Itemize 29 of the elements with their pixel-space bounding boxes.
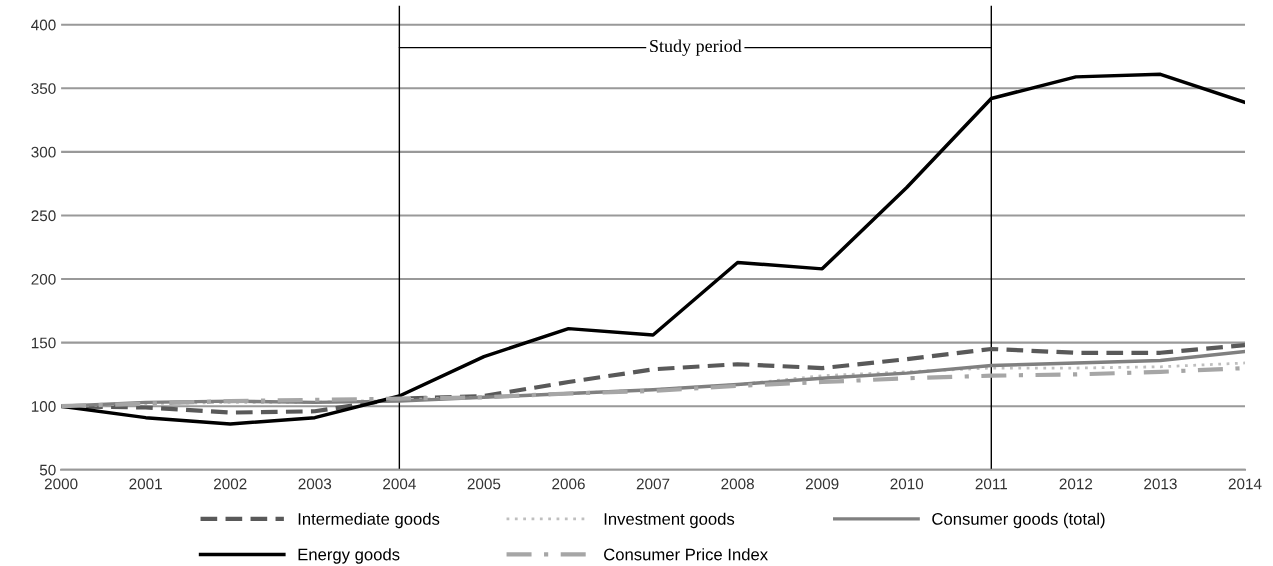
- y-tick-label: 200: [31, 273, 56, 285]
- legend-label: Energy goods: [298, 548, 400, 564]
- x-tick-label: 2007: [636, 478, 670, 490]
- x-tick-label: 2008: [721, 478, 754, 490]
- legend-label: Consumer Price Index: [604, 548, 768, 561]
- x-tick-label: 2011: [975, 478, 1007, 490]
- y-tick-label: 250: [31, 210, 56, 222]
- y-tick-label: 50: [39, 464, 56, 476]
- x-tick-label: 2002: [214, 478, 247, 490]
- x-tick-label: 2005: [467, 478, 501, 490]
- x-tick-label: 2010: [890, 478, 924, 490]
- y-tick-label: 300: [31, 146, 56, 158]
- x-tick-label: 2013: [1144, 478, 1177, 490]
- y-tick-label: 350: [31, 83, 56, 94]
- x-tick-label: 2014: [1228, 478, 1262, 490]
- x-tick-label: 2012: [1059, 478, 1093, 490]
- legend-label: Consumer goods (total): [932, 512, 1105, 529]
- legend-label: Intermediate goods: [298, 512, 440, 529]
- annotation: Study period: [650, 39, 742, 56]
- x-tick-label: 2009: [805, 478, 839, 490]
- x-tick-label: 2006: [552, 478, 585, 490]
- x-tick-label: 2004: [383, 478, 416, 490]
- x-tick-label: 2003: [298, 478, 332, 490]
- x-tick-label: 2000: [44, 478, 78, 490]
- legend-label: Investment goods: [604, 512, 735, 529]
- y-tick-label: 100: [31, 401, 56, 412]
- y-tick-label: 150: [31, 337, 56, 349]
- x-tick-label: 2001: [129, 478, 162, 490]
- y-tick-label: 400: [31, 19, 56, 31]
